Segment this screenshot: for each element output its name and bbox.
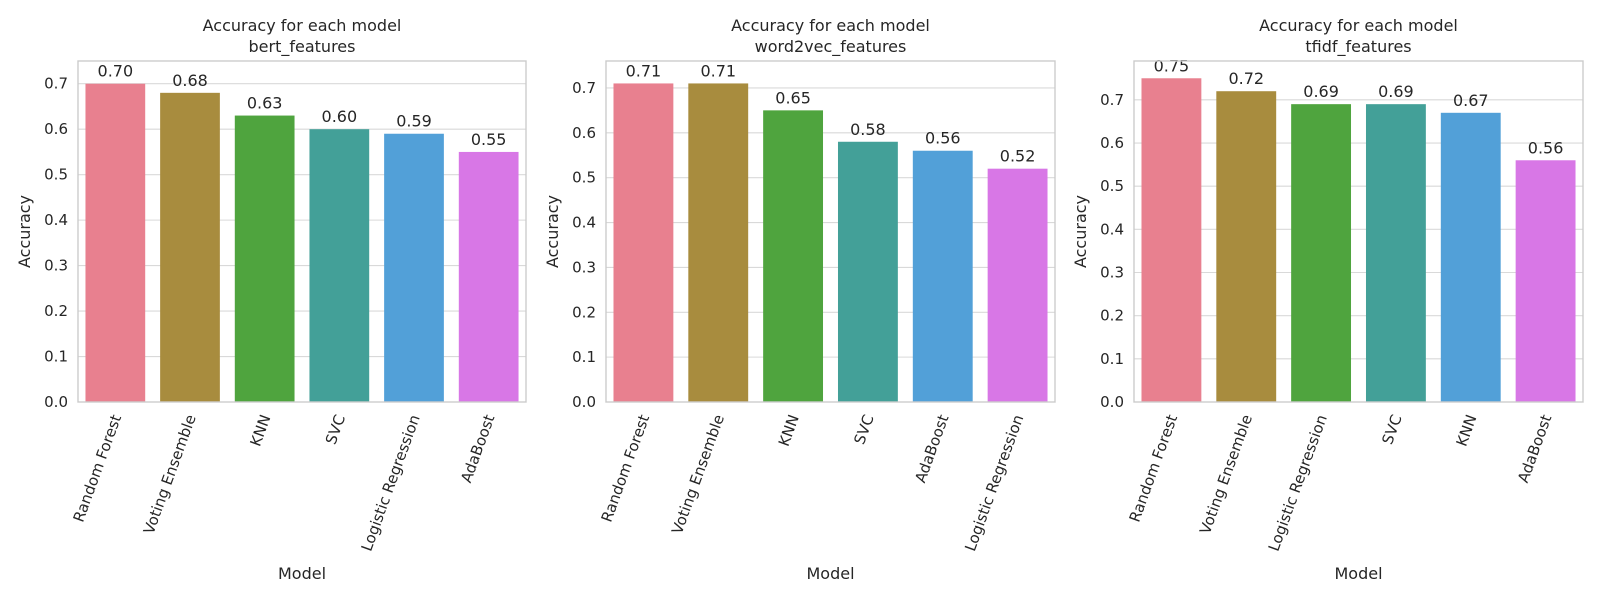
y-tick-label: 0.7: [44, 75, 68, 93]
y-tick-label: 0.2: [1100, 307, 1124, 325]
bar-value-label: 0.65: [775, 88, 811, 107]
bar-value-label: 0.72: [1228, 69, 1264, 88]
y-tick-label: 0.1: [44, 348, 68, 366]
y-tick-label: 0.6: [1100, 134, 1124, 152]
bar: [309, 129, 370, 402]
bar: [1365, 104, 1426, 403]
bar: [688, 83, 749, 403]
bar-value-label: 0.69: [1378, 82, 1414, 101]
plot-frame: [1133, 60, 1584, 403]
bar-value-label: 0.55: [471, 130, 507, 149]
bar: [1291, 104, 1352, 403]
bar-value-label: 0.71: [626, 61, 662, 80]
y-tick-label: 0.6: [572, 124, 596, 142]
bar: [613, 83, 674, 403]
bar-value-label: 0.67: [1453, 91, 1489, 110]
bar-value-label: 0.59: [396, 112, 432, 131]
bar-value-label: 0.56: [1528, 138, 1564, 157]
y-tick-label: 0.7: [572, 79, 596, 97]
bar: [912, 150, 973, 402]
bar: [160, 92, 220, 403]
bar-value-label: 0.70: [98, 62, 134, 81]
x-axis-label: Model: [278, 564, 326, 583]
y-tick-label: 0.2: [44, 302, 68, 320]
bar: [384, 133, 444, 402]
bar: [458, 151, 519, 402]
bar-value-label: 0.69: [1303, 82, 1339, 101]
y-tick-label: 0.1: [1100, 350, 1124, 368]
bar-value-label: 0.58: [850, 120, 886, 139]
bar-value-label: 0.71: [700, 61, 736, 80]
bar: [1440, 112, 1501, 402]
plot-frame: [77, 60, 527, 403]
y-tick-label: 0.5: [44, 166, 68, 184]
bar-value-label: 0.56: [925, 129, 961, 148]
y-axis-label: Accuracy: [1071, 195, 1090, 268]
y-tick-label: 0.7: [1100, 91, 1124, 109]
chart-subtitle: word2vec_features: [755, 37, 907, 57]
y-tick-label: 0.0: [1100, 393, 1124, 411]
bar-value-label: 0.75: [1154, 56, 1190, 75]
plot-frame: [605, 60, 1056, 403]
y-tick-label: 0.3: [44, 257, 68, 275]
y-tick-label: 0.3: [1100, 264, 1124, 282]
y-axis-label: Accuracy: [15, 195, 34, 268]
chart-title: Accuracy for each model: [203, 16, 402, 35]
y-tick-label: 0.4: [1100, 220, 1124, 238]
bar-value-label: 0.60: [322, 107, 358, 126]
y-tick-label: 0.0: [572, 393, 596, 411]
bar: [837, 141, 898, 402]
chart-title: Accuracy for each model: [1259, 16, 1458, 35]
bar: [763, 110, 824, 403]
chart-title: Accuracy for each model: [731, 16, 930, 35]
bar-value-label: 0.63: [247, 94, 283, 113]
bar: [85, 83, 146, 402]
y-tick-label: 0.6: [44, 120, 68, 138]
y-tick-label: 0.5: [1100, 177, 1124, 195]
y-tick-label: 0.4: [44, 211, 68, 229]
y-tick-label: 0.3: [572, 258, 596, 276]
x-axis-label: Model: [806, 564, 854, 583]
bar: [234, 115, 295, 402]
y-tick-label: 0.1: [572, 348, 596, 366]
bar: [1141, 78, 1202, 403]
chart-subtitle: bert_features: [249, 37, 356, 57]
bar: [1515, 160, 1576, 402]
x-axis-label: Model: [1334, 564, 1382, 583]
bar-value-label: 0.52: [1000, 147, 1036, 166]
y-tick-label: 0.5: [572, 169, 596, 187]
y-tick-label: 0.0: [44, 393, 68, 411]
bar: [1216, 91, 1277, 403]
y-tick-label: 0.2: [572, 303, 596, 321]
bar-value-label: 0.68: [172, 71, 208, 90]
y-tick-label: 0.4: [572, 214, 596, 232]
chart-subtitle: tfidf_features: [1305, 37, 1411, 57]
y-axis-label: Accuracy: [543, 195, 562, 268]
bar: [987, 168, 1048, 402]
